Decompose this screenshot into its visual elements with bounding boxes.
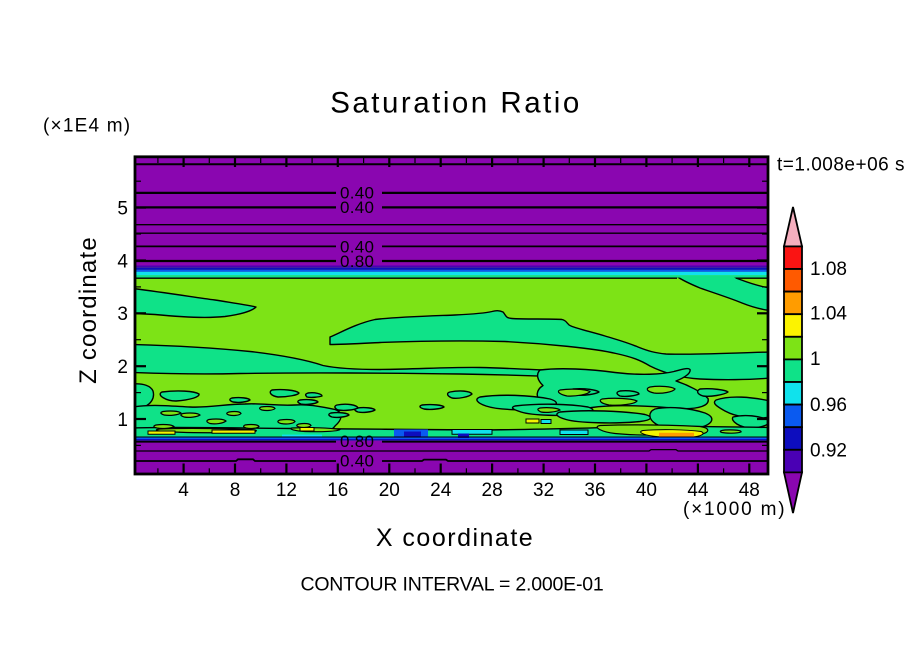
svg-text:0.40: 0.40 [340,451,374,470]
svg-text:(×1000 m): (×1000 m) [683,499,786,520]
svg-text:1.04: 1.04 [810,304,847,325]
svg-text:1.08: 1.08 [810,259,847,280]
svg-text:0.40: 0.40 [340,237,374,256]
svg-text:44: 44 [687,480,709,501]
svg-text:0.96: 0.96 [810,395,847,416]
svg-text:CONTOUR INTERVAL = 2.000E-01: CONTOUR INTERVAL = 2.000E-01 [300,574,603,596]
svg-text:36: 36 [584,480,605,501]
svg-text:1: 1 [117,410,128,431]
svg-text:0.92: 0.92 [810,440,847,461]
svg-text:0.40: 0.40 [340,198,374,217]
svg-text:40: 40 [636,480,657,501]
svg-text:16: 16 [327,480,348,501]
svg-text:5: 5 [117,198,128,219]
svg-text:0.80: 0.80 [340,432,374,451]
svg-text:3: 3 [117,304,128,325]
svg-text:24: 24 [430,480,452,501]
svg-text:0.40: 0.40 [340,184,374,203]
svg-text:1: 1 [810,349,821,370]
svg-text:(×1E4 m): (×1E4 m) [43,116,131,137]
svg-text:4: 4 [178,480,189,501]
svg-text:20: 20 [379,480,400,501]
svg-text:X coordinate: X coordinate [376,524,534,552]
svg-text:48: 48 [739,480,760,501]
svg-text:0.80: 0.80 [340,252,374,271]
svg-text:2: 2 [117,357,128,378]
svg-text:12: 12 [276,480,297,501]
svg-text:Z coordinate: Z coordinate [75,236,102,384]
svg-text:28: 28 [482,480,503,501]
svg-text:Saturation Ratio: Saturation Ratio [330,87,582,120]
svg-text:t=1.008e+06 s: t=1.008e+06 s [777,155,904,176]
svg-text:8: 8 [230,480,241,501]
svg-text:32: 32 [533,480,554,501]
svg-text:4: 4 [117,251,128,272]
